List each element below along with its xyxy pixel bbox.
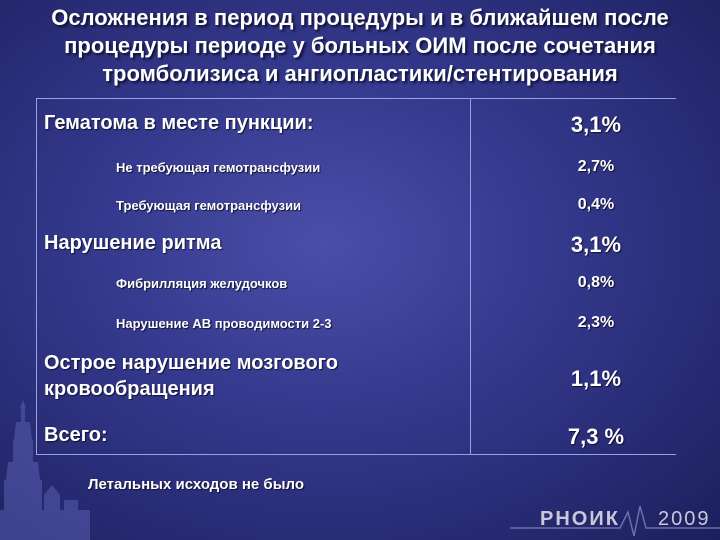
logo-text: РНОИК — [540, 508, 620, 530]
row-value: 1,1% — [570, 366, 622, 391]
row-value: 3,1% — [570, 232, 622, 257]
table-row-hematoma: Гематома в месте пункции: 3,1% — [36, 112, 676, 142]
slide-title: Осложнения в период процедуры и в ближай… — [0, 4, 720, 88]
title-line-1: Осложнения в период процедуры и в ближай… — [51, 5, 669, 30]
table-row-no-transfusion: Не требующая гемотрансфузии 2,7% — [36, 158, 676, 182]
title-line-3: тромболизиса и ангиопластики/стентирован… — [102, 61, 618, 86]
table-row-vf: Фибрилляция желудочков 0,8% — [36, 274, 676, 298]
row-value: 0,8% — [577, 274, 615, 291]
row-label: Всего: — [44, 424, 108, 446]
table-row-stroke: Острое нарушение мозгового кровообращени… — [36, 352, 676, 408]
row-label: Гематома в месте пункции: — [44, 112, 314, 134]
logo-heartbeat-icon — [510, 505, 720, 537]
table-row-transfusion: Требующая гемотрансфузии 0,4% — [36, 196, 676, 220]
row-label-line-2: кровообращения — [44, 378, 215, 400]
row-value: 2,7% — [577, 158, 615, 175]
row-label: Нарушение АВ проводимости 2-3 — [116, 316, 332, 331]
tower-silhouette-icon — [0, 400, 90, 540]
row-label-line-1: Острое нарушение мозгового — [44, 352, 338, 374]
logo-year: 2009 — [658, 508, 711, 530]
table-row-rhythm: Нарушение ритма 3,1% — [36, 232, 676, 262]
table-row-av-block: Нарушение АВ проводимости 2-3 2,3% — [36, 314, 676, 338]
table-row-total: Всего: 7,3 % — [36, 424, 676, 454]
table-column-divider — [470, 98, 471, 455]
title-line-2: процедуры периоде у больных ОИМ после со… — [64, 33, 656, 58]
row-value: 0,4% — [577, 196, 615, 213]
row-label: Нарушение ритма — [44, 232, 222, 254]
complications-table — [36, 98, 676, 455]
row-label: Не требующая гемотрансфузии — [116, 160, 321, 175]
row-value: 2,3% — [577, 314, 615, 331]
row-value: 3,1% — [570, 112, 622, 137]
row-label: Требующая гемотрансфузии — [116, 198, 302, 213]
footnote: Летальных исходов не было — [88, 476, 304, 493]
row-value: 7,3 % — [567, 424, 625, 449]
row-label: Фибрилляция желудочков — [116, 276, 288, 291]
